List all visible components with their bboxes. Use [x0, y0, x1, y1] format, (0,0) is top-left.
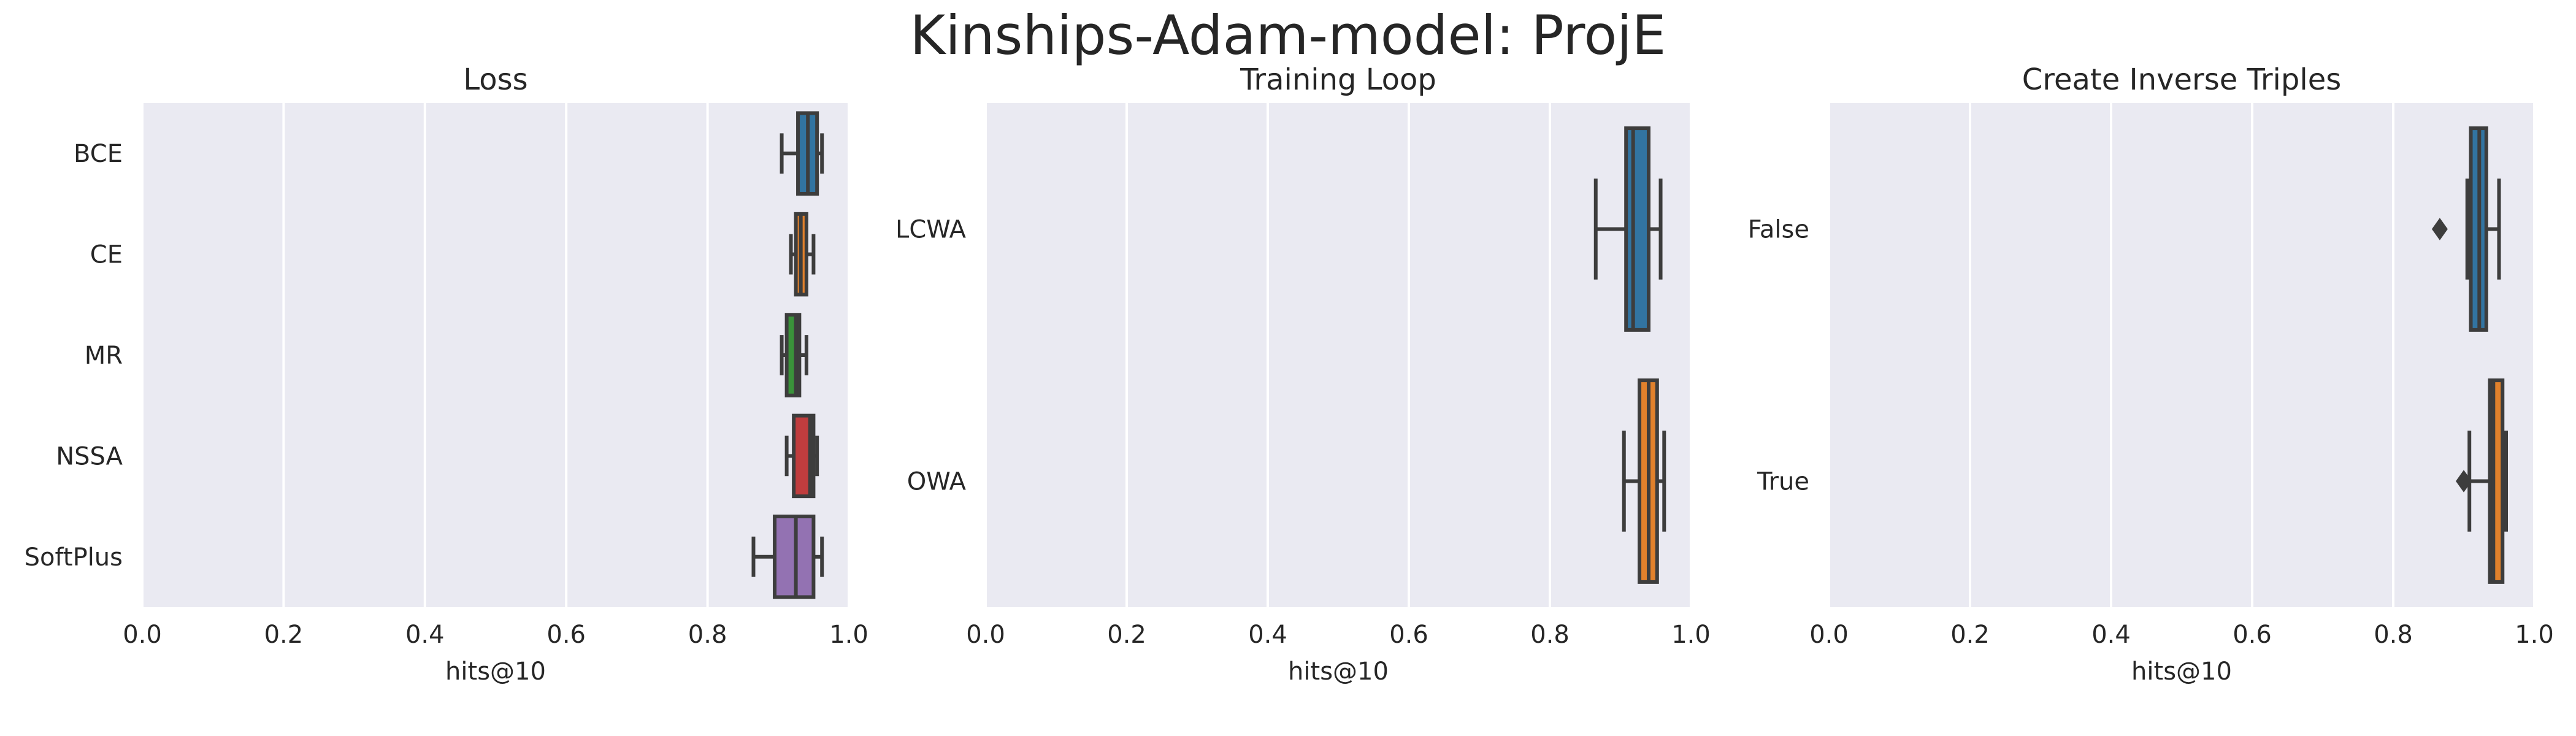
panel-2: Create Inverse Triples 0.0 0.2 0.4 0.6 0.8 1.0…	[1748, 63, 2554, 686]
x-tick-label: 0.6	[1389, 621, 1428, 649]
x-tick-label: 0.4	[405, 621, 445, 649]
x-tick-label: 0.2	[1107, 621, 1146, 649]
x-tick-label: 0.6	[546, 621, 586, 649]
box-bce: BCE	[74, 111, 824, 196]
plot-area	[986, 103, 1691, 607]
outlier-marker	[2456, 470, 2472, 493]
y-tick-label: False	[1748, 216, 1809, 244]
panel-title: Create Inverse Triples	[2022, 63, 2341, 97]
x-tick-label: 0.8	[688, 621, 727, 649]
x-tick-label: 0.0	[1809, 621, 1849, 649]
y-tick-label: BCE	[74, 140, 123, 168]
x-tick-label: 0.2	[1950, 621, 1990, 649]
x-tick-label: 0.8	[2374, 621, 2413, 649]
x-axis-label: hits@10	[2131, 657, 2232, 686]
panel-0: Loss 0.0 0.2 0.4 0.6 0.8 1.0 hits@10 BCE CE MR NSSA…	[25, 63, 868, 686]
x-axis-label: hits@10	[1288, 657, 1389, 686]
x-tick-label: 1.0	[829, 621, 868, 649]
y-tick-label: LCWA	[895, 216, 967, 244]
y-tick-label: OWA	[907, 468, 967, 496]
box-lcwa: LCWA	[895, 126, 1663, 332]
box-ce: CE	[90, 212, 816, 297]
x-tick-label: 0.4	[1248, 621, 1287, 649]
plot-area	[1829, 103, 2534, 607]
box-nssa: NSSA	[56, 413, 819, 499]
x-tick-label: 1.0	[2515, 621, 2554, 649]
box-true: True	[1757, 378, 2508, 584]
y-tick-label: True	[1757, 468, 1809, 496]
box-false: False	[1748, 126, 2501, 332]
box-owa: OWA	[907, 378, 1666, 584]
box-softplus: SoftPlus	[25, 515, 824, 599]
y-tick-label: MR	[85, 342, 123, 370]
y-tick-label: NSSA	[56, 442, 123, 470]
x-tick-label: 0.0	[123, 621, 162, 649]
box-iqr	[1624, 126, 1650, 332]
box-mr: MR	[85, 313, 808, 397]
x-tick-label: 0.4	[2091, 621, 2131, 649]
y-tick-label: CE	[90, 241, 123, 269]
outlier-marker	[2431, 218, 2448, 240]
x-tick-label: 0.0	[966, 621, 1005, 649]
panel-1: Training Loop 0.0 0.2 0.4 0.6 0.8 1.0 hits@10 LC…	[895, 63, 1711, 686]
panels: Loss 0.0 0.2 0.4 0.6 0.8 1.0 hits@10 BCE CE MR NSSA…	[25, 63, 2554, 686]
panel-title: Training Loop	[1240, 63, 1436, 97]
x-axis-label: hits@10	[445, 657, 546, 686]
y-tick-label: SoftPlus	[25, 543, 123, 572]
x-tick-label: 0.2	[264, 621, 304, 649]
x-tick-label: 1.0	[1671, 621, 1711, 649]
plot-area	[142, 103, 849, 607]
figure-title: Kinships-Adam-model: ProjE	[910, 4, 1666, 67]
x-tick-label: 0.6	[2233, 621, 2272, 649]
panel-title: Loss	[463, 63, 527, 97]
x-tick-label: 0.8	[1530, 621, 1570, 649]
